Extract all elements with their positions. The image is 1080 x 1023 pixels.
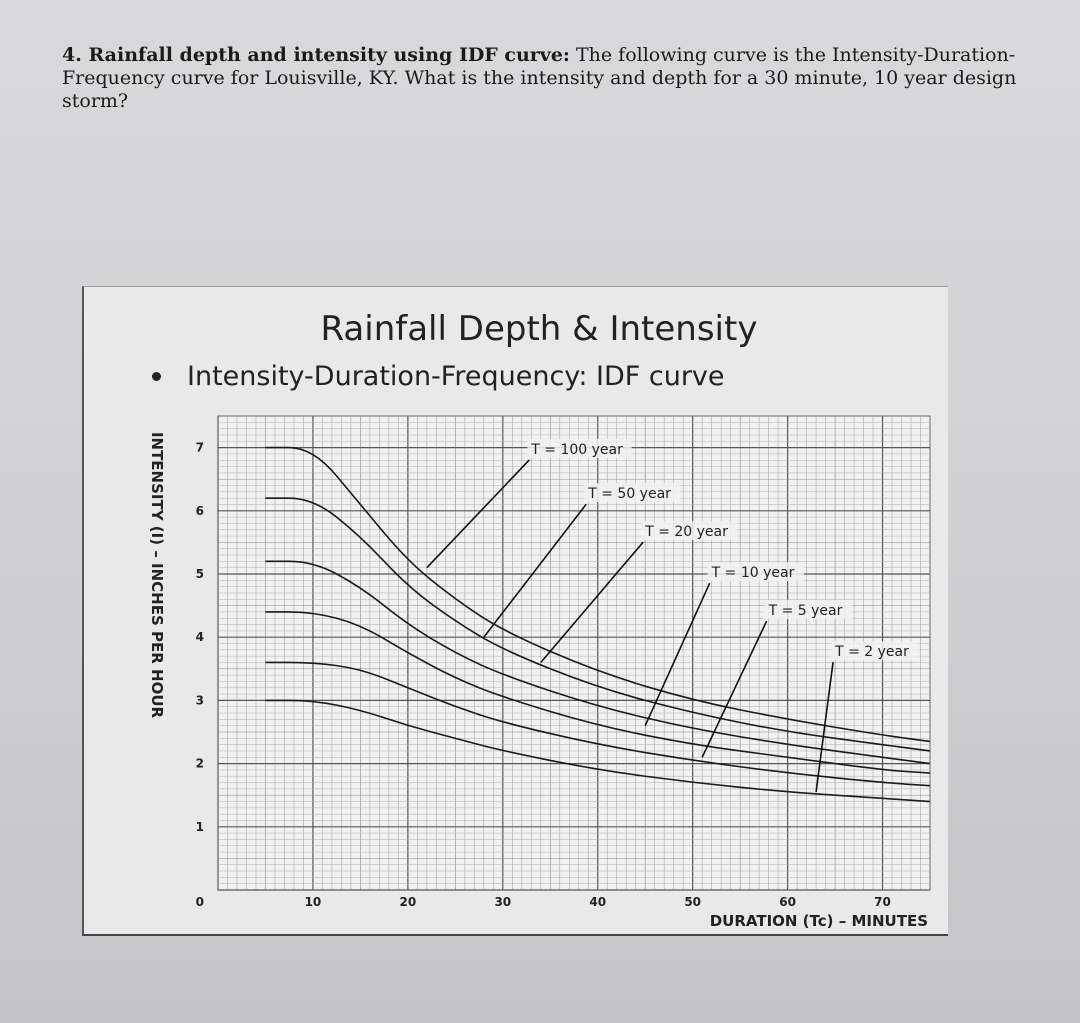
annotation-background xyxy=(764,600,853,620)
series-line-t-2-year xyxy=(265,699,931,803)
annotation-background xyxy=(831,641,920,661)
annotation-label: T = 2 year xyxy=(834,644,909,660)
x-tick-labels: 10 20 30 40 50 60 70 xyxy=(305,895,891,909)
chart-curves xyxy=(265,446,931,803)
x-tick-label: 70 xyxy=(874,895,891,909)
question-body: The following curve is the Intensity-Dur… xyxy=(62,44,1017,112)
annotation-pointer xyxy=(483,503,587,638)
x-tick-label: 30 xyxy=(494,895,511,909)
series-line-t-5-year xyxy=(265,661,931,787)
y-tick-label: 3 xyxy=(196,693,204,707)
x-axis-label: DURATION (Tc) – MINUTES xyxy=(710,912,928,930)
annotation-pointer xyxy=(540,541,644,663)
annotation-background xyxy=(641,521,738,541)
annotation-label: T = 10 year xyxy=(711,565,795,581)
y-tick-label: 0 xyxy=(196,895,204,909)
annotation-background xyxy=(527,438,632,458)
y-tick-labels: 0 1 2 3 4 5 6 7 xyxy=(196,441,204,909)
series-line-t-50-year xyxy=(265,497,931,752)
x-tick-label: 60 xyxy=(779,895,796,909)
x-tick-label: 50 xyxy=(684,895,701,909)
annotation-pointer xyxy=(426,459,530,569)
bullet-icon xyxy=(152,372,161,381)
annotation-label: T = 5 year xyxy=(768,603,843,619)
series-line-t-20-year xyxy=(265,560,931,765)
x-tick-label: 10 xyxy=(305,895,322,909)
series-line-t-10-year xyxy=(265,611,931,774)
annotation-label: T = 20 year xyxy=(644,524,728,540)
y-tick-label: 2 xyxy=(196,757,204,771)
y-tick-label: 7 xyxy=(196,441,204,455)
annotation-pointer xyxy=(644,582,711,727)
x-tick-label: 20 xyxy=(400,895,417,909)
slide-bullet: Intensity-Duration-Frequency: IDF curve xyxy=(152,361,872,392)
plot-area xyxy=(217,415,931,891)
slide-title: Rainfall Depth & Intensity xyxy=(320,309,758,349)
chart-annotations: T = 100 year T = 50 year T = 20 year T = 10… xyxy=(426,438,920,793)
y-tick-label: 5 xyxy=(196,567,204,581)
annotation-label: T = 100 year xyxy=(530,442,623,458)
annotation-pointer xyxy=(815,662,834,793)
question-text: 4. Rainfall depth and intensity using ID… xyxy=(62,44,1022,113)
bullet-text: Intensity-Duration-Frequency: IDF curve xyxy=(187,361,725,392)
series-line-t-100-year xyxy=(265,446,931,743)
annotation-background xyxy=(584,483,681,503)
y-tick-label: 6 xyxy=(196,504,204,518)
question-lead: 4. Rainfall depth and intensity using ID… xyxy=(62,44,570,66)
y-tick-label: 4 xyxy=(196,630,204,644)
annotation-background xyxy=(707,562,804,582)
y-tick-label: 1 xyxy=(196,820,204,834)
x-tick-label: 40 xyxy=(589,895,606,909)
annotation-label: T = 50 year xyxy=(587,486,671,502)
annotation-pointer xyxy=(701,620,768,758)
y-axis-label: INTENSITY (I) – INCHES PER HOUR xyxy=(148,432,166,719)
